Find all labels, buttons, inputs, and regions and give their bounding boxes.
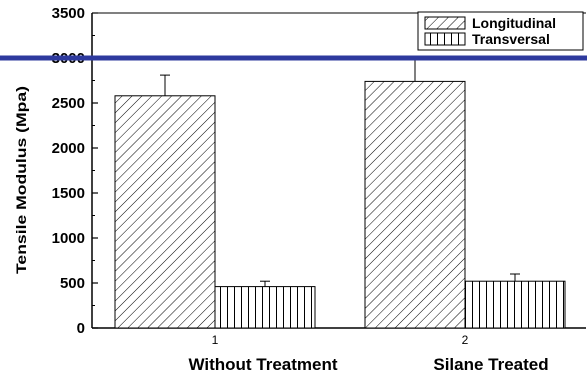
- legend-swatch-transversal: [424, 32, 466, 46]
- legend-swatch-longitudinal: [424, 16, 466, 30]
- category-labels: Without Treatment Silane Treated: [188, 355, 548, 374]
- bar-transversal-2: [464, 280, 566, 329]
- bars: [114, 80, 566, 329]
- y-tick-label: 3500: [52, 5, 85, 22]
- legend: Longitudinal Transversal: [417, 11, 584, 51]
- category-label-silane-treated: Silane Treated: [433, 355, 548, 374]
- bar-longitudinal-2: [364, 80, 466, 329]
- y-axis: 0500100015002000250030003500: [52, 5, 98, 337]
- legend-label-transversal: Transversal: [472, 31, 550, 47]
- x-tick-label: 1: [212, 333, 219, 347]
- category-label-without-treatment: Without Treatment: [188, 355, 337, 374]
- bar-transversal-1: [214, 286, 316, 329]
- y-tick-label: 2500: [52, 95, 85, 112]
- x-tick-label: 2: [462, 333, 469, 347]
- y-tick-label: 1000: [52, 230, 85, 247]
- y-tick-label: 0: [77, 320, 85, 337]
- y-tick-label: 2000: [52, 140, 85, 157]
- error-bars: [160, 57, 520, 287]
- y-axis-label: Tensile Modulus (Mpa): [13, 86, 29, 274]
- y-tick-label: 500: [60, 275, 85, 292]
- bar-longitudinal-1: [114, 95, 216, 329]
- y-tick-label: 1500: [52, 185, 85, 202]
- legend-label-longitudinal: Longitudinal: [472, 15, 556, 31]
